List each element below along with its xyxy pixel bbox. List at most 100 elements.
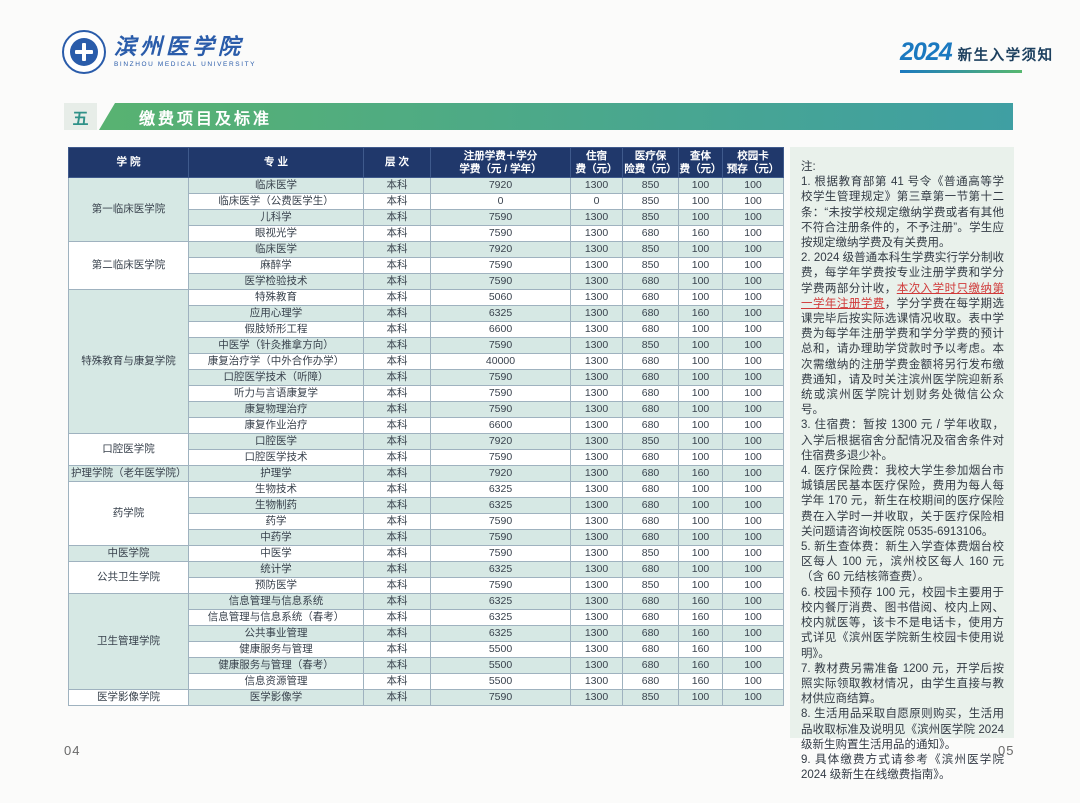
cell-insurance: 850 xyxy=(622,241,679,258)
cell-physical-exam: 100 xyxy=(678,241,723,258)
cell-physical-exam: 100 xyxy=(678,369,723,386)
cell-physical-exam: 100 xyxy=(678,177,723,194)
cell-insurance: 850 xyxy=(622,433,679,450)
cell-level: 本科 xyxy=(363,529,431,546)
cell-tuition: 0 xyxy=(430,193,571,210)
cell-physical-exam: 100 xyxy=(678,433,723,450)
table-row: 信息资源管理 本科 5500 1300 680 160 100 xyxy=(69,673,784,690)
university-name-block: 滨州医学院 BINZHOU MEDICAL UNIVERSITY xyxy=(114,35,256,69)
cell-major: 信息管理与信息系统（春考） xyxy=(188,609,364,626)
cell-insurance: 850 xyxy=(622,177,679,194)
cell-campus-card: 100 xyxy=(722,257,784,274)
cell-tuition: 6325 xyxy=(430,593,571,610)
cell-campus-card: 100 xyxy=(722,625,784,642)
cell-accommodation: 1300 xyxy=(570,545,623,562)
column-header: 专 业 xyxy=(188,147,364,178)
cell-insurance: 680 xyxy=(622,561,679,578)
cell-level: 本科 xyxy=(363,417,431,434)
cell-major: 临床医学 xyxy=(188,241,364,258)
cell-accommodation: 1300 xyxy=(570,593,623,610)
cell-tuition: 6325 xyxy=(430,481,571,498)
cell-tuition: 7590 xyxy=(430,273,571,290)
cell-major: 预防医学 xyxy=(188,577,364,594)
cell-insurance: 850 xyxy=(622,577,679,594)
table-header-row: 学 院专 业层 次注册学费＋学分 学费（元 / 学年） 住宿 费（元） 医疗保 险费… xyxy=(68,147,784,178)
table-row: 护理学院（老年医学院） 护理学 本科 7920 1300 680 160 100 xyxy=(68,465,784,482)
table-row: 中药学 本科 7590 1300 680 100 100 xyxy=(69,529,784,546)
note-text: 5. 新生查体费：新生入学查体费烟台校区每人 100 元，滨州校区每人 160 … xyxy=(801,541,1004,584)
cell-campus-card: 100 xyxy=(722,417,784,434)
cell-physical-exam: 100 xyxy=(678,321,723,338)
cell-major: 医学影像学 xyxy=(188,689,364,706)
note-item: 7. 教材费另需准备 1200 元，开学后按照实际领取教材情况，由学生直接与教材… xyxy=(801,662,1004,708)
cell-campus-card: 100 xyxy=(722,193,784,210)
cell-level: 本科 xyxy=(363,369,431,386)
cell-level: 本科 xyxy=(363,433,431,450)
cell-insurance: 680 xyxy=(622,497,679,514)
cell-physical-exam: 160 xyxy=(678,657,723,674)
table-row: 第一临床医学院 临床医学 本科 7920 1300 850 100 100 xyxy=(68,177,784,242)
note-item: 9. 具体缴费方式请参考《滨州医学院 2024 级新生在线缴费指南》。 xyxy=(801,753,1004,783)
cell-physical-exam: 160 xyxy=(678,225,723,242)
cell-campus-card: 100 xyxy=(722,577,784,594)
cell-campus-card: 100 xyxy=(722,593,784,610)
cell-tuition: 6325 xyxy=(430,305,571,322)
cell-accommodation: 1300 xyxy=(570,561,623,578)
cell-major: 麻醉学 xyxy=(188,257,364,274)
cell-insurance: 680 xyxy=(622,353,679,370)
cell-tuition: 7590 xyxy=(430,577,571,594)
cell-insurance: 680 xyxy=(622,609,679,626)
table-row: 药学院 生物技术 本科 6325 1300 680 100 100 xyxy=(68,481,784,546)
cell-tuition: 7590 xyxy=(430,225,571,242)
university-identity: 滨州医学院 BINZHOU MEDICAL UNIVERSITY xyxy=(62,30,256,74)
note-text: 6. 校园卡预存 100 元，校园卡主要用于校内餐厅消费、图书借阅、校内上网、校… xyxy=(801,586,1004,660)
cell-physical-exam: 100 xyxy=(678,209,723,226)
cell-accommodation: 1300 xyxy=(570,321,623,338)
cell-accommodation: 1300 xyxy=(570,209,623,226)
cell-insurance: 680 xyxy=(622,641,679,658)
cell-campus-card: 100 xyxy=(722,449,784,466)
cell-campus-card: 100 xyxy=(722,321,784,338)
cell-major: 特殊教育 xyxy=(188,289,364,306)
cell-tuition: 7590 xyxy=(430,689,571,706)
cell-level: 本科 xyxy=(363,577,431,594)
cell-level: 本科 xyxy=(363,561,431,578)
cell-accommodation: 1300 xyxy=(570,305,623,322)
cell-level: 本科 xyxy=(363,513,431,530)
table-row: 儿科学 本科 7590 1300 850 100 100 xyxy=(69,209,784,226)
notice-badge: 2024 新生入学须知 xyxy=(900,38,1052,73)
university-logo-icon xyxy=(62,30,106,74)
cell-campus-card: 100 xyxy=(722,241,784,258)
column-header: 医疗保 险费（元） xyxy=(622,147,679,178)
college-cell: 特殊教育与康复学院 xyxy=(68,289,189,434)
column-header: 层 次 xyxy=(363,147,431,178)
table-row: 卫生管理学院 信息管理与信息系统 本科 6325 1300 680 160 100 xyxy=(68,593,784,690)
note-item: 1. 根据教育部第 41 号令《普通高等学校学生管理规定》第三章第一节第十二条：… xyxy=(801,175,1004,251)
cell-campus-card: 100 xyxy=(722,289,784,306)
cell-level: 本科 xyxy=(363,257,431,274)
note-text: 9. 具体缴费方式请参考《滨州医学院 2024 级新生在线缴费指南》。 xyxy=(801,753,1004,782)
cell-tuition: 7590 xyxy=(430,337,571,354)
cell-major: 口腔医学技术 xyxy=(188,449,364,466)
college-cell: 医学影像学院 xyxy=(68,689,189,706)
cell-tuition: 5500 xyxy=(430,641,571,658)
cell-tuition: 7590 xyxy=(430,513,571,530)
note-text: 3. 住宿费：暂按 1300 元 / 学年收取，入学后根据宿舍分配情况及宿舍条件… xyxy=(801,419,1004,462)
note-item: 8. 生活用品采取自愿原则购买，生活用品收取标准及说明见《滨州医学院 2024 … xyxy=(801,707,1004,753)
cell-tuition: 6600 xyxy=(430,321,571,338)
college-cell: 中医学院 xyxy=(68,545,189,562)
cell-level: 本科 xyxy=(363,593,431,610)
cell-physical-exam: 100 xyxy=(678,337,723,354)
notes-panel: 注: 1. 根据教育部第 41 号令《普通高等学校学生管理规定》第三章第一节第十… xyxy=(790,147,1014,781)
cell-physical-exam: 100 xyxy=(678,497,723,514)
cell-accommodation: 1300 xyxy=(570,641,623,658)
college-cell: 公共卫生学院 xyxy=(68,561,189,594)
cell-physical-exam: 160 xyxy=(678,305,723,322)
cell-accommodation: 1300 xyxy=(570,225,623,242)
cell-physical-exam: 100 xyxy=(678,401,723,418)
cell-major: 儿科学 xyxy=(188,209,364,226)
cell-major: 临床医学 xyxy=(188,177,364,194)
cell-level: 本科 xyxy=(363,401,431,418)
note-text: ，学分学费在每学期选课完毕后按实际选课情况收取。表中学费为每学年注册学费和学分学… xyxy=(801,297,1004,417)
note-text: 4. 医疗保险费：我校大学生参加烟台市城镇居民基本医疗保险，费用为每人每学年 1… xyxy=(801,465,1004,538)
